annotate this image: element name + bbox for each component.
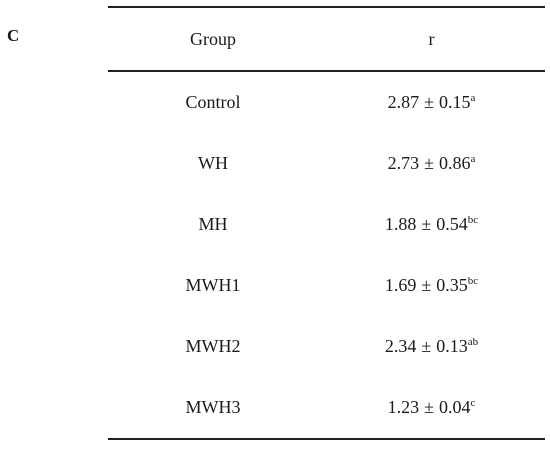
r-value-cell: 1.69 ±0.35bc xyxy=(318,255,545,316)
r-value-cell: 1.23 ±0.04c xyxy=(318,377,545,440)
table-row: MWH1 1.69 ±0.35bc xyxy=(108,255,545,316)
r-sd: 0.54 xyxy=(436,214,468,234)
group-cell: MWH1 xyxy=(185,275,241,295)
r-mean: 1.69 xyxy=(384,275,417,295)
table-row: MH 1.88 ±0.54bc xyxy=(108,194,545,255)
plus-minus-sign: ± xyxy=(424,153,434,173)
group-cell: MWH3 xyxy=(108,377,318,440)
group-cell: MWH2 xyxy=(185,336,241,356)
r-mean: 2.87 xyxy=(387,92,420,112)
table-row: MWH3 1.23 ±0.04c xyxy=(108,377,545,440)
r-value-cell: 1.88 ±0.54bc xyxy=(318,194,545,255)
group-cell: Control xyxy=(185,92,241,112)
plus-minus-sign: ± xyxy=(424,397,434,417)
group-cell: WH xyxy=(198,153,228,173)
results-table-container: Group r Control 2.87 ±0.15a WH 2.73 ±0.86a… xyxy=(108,6,545,440)
group-cell: MH xyxy=(198,214,228,234)
results-table: Group r Control 2.87 ±0.15a WH 2.73 ±0.86a… xyxy=(108,6,545,440)
r-value-cell: 2.87 ±0.15a xyxy=(318,71,545,133)
plus-minus-sign: ± xyxy=(421,336,432,356)
plus-minus-sign: ± xyxy=(421,214,432,234)
r-mean: 2.34 xyxy=(384,336,417,356)
r-sd: 0.13 xyxy=(436,336,468,356)
r-sd: 0.04 xyxy=(439,397,471,417)
r-value-cell: 2.73 ±0.86a xyxy=(318,133,545,194)
table-row: WH 2.73 ±0.86a xyxy=(108,133,545,194)
plus-minus-sign: ± xyxy=(421,275,432,295)
r-mean: 1.88 xyxy=(384,214,417,234)
panel-label: C xyxy=(7,26,20,45)
significance-letter: bc xyxy=(467,214,479,226)
r-value-cell: 2.34 ±0.13ab xyxy=(318,316,545,377)
significance-letter: ab xyxy=(467,336,479,348)
plus-minus-sign: ± xyxy=(424,92,434,112)
r-sd: 0.35 xyxy=(436,275,468,295)
table-header-row: Group r xyxy=(108,6,545,72)
significance-letter: bc xyxy=(467,275,479,287)
column-header-r: r xyxy=(318,6,545,72)
significance-letter: a xyxy=(470,153,476,165)
column-header-group: Group xyxy=(108,6,318,72)
r-mean: 2.73 xyxy=(387,153,420,173)
table-row: Control 2.87 ±0.15a xyxy=(108,71,545,133)
table-row: MWH2 2.34 ±0.13ab xyxy=(108,316,545,377)
r-sd: 0.86 xyxy=(439,153,471,173)
significance-letter: c xyxy=(470,397,476,409)
significance-letter: a xyxy=(470,92,476,104)
r-sd: 0.15 xyxy=(439,92,471,112)
r-mean: 1.23 xyxy=(387,397,420,417)
